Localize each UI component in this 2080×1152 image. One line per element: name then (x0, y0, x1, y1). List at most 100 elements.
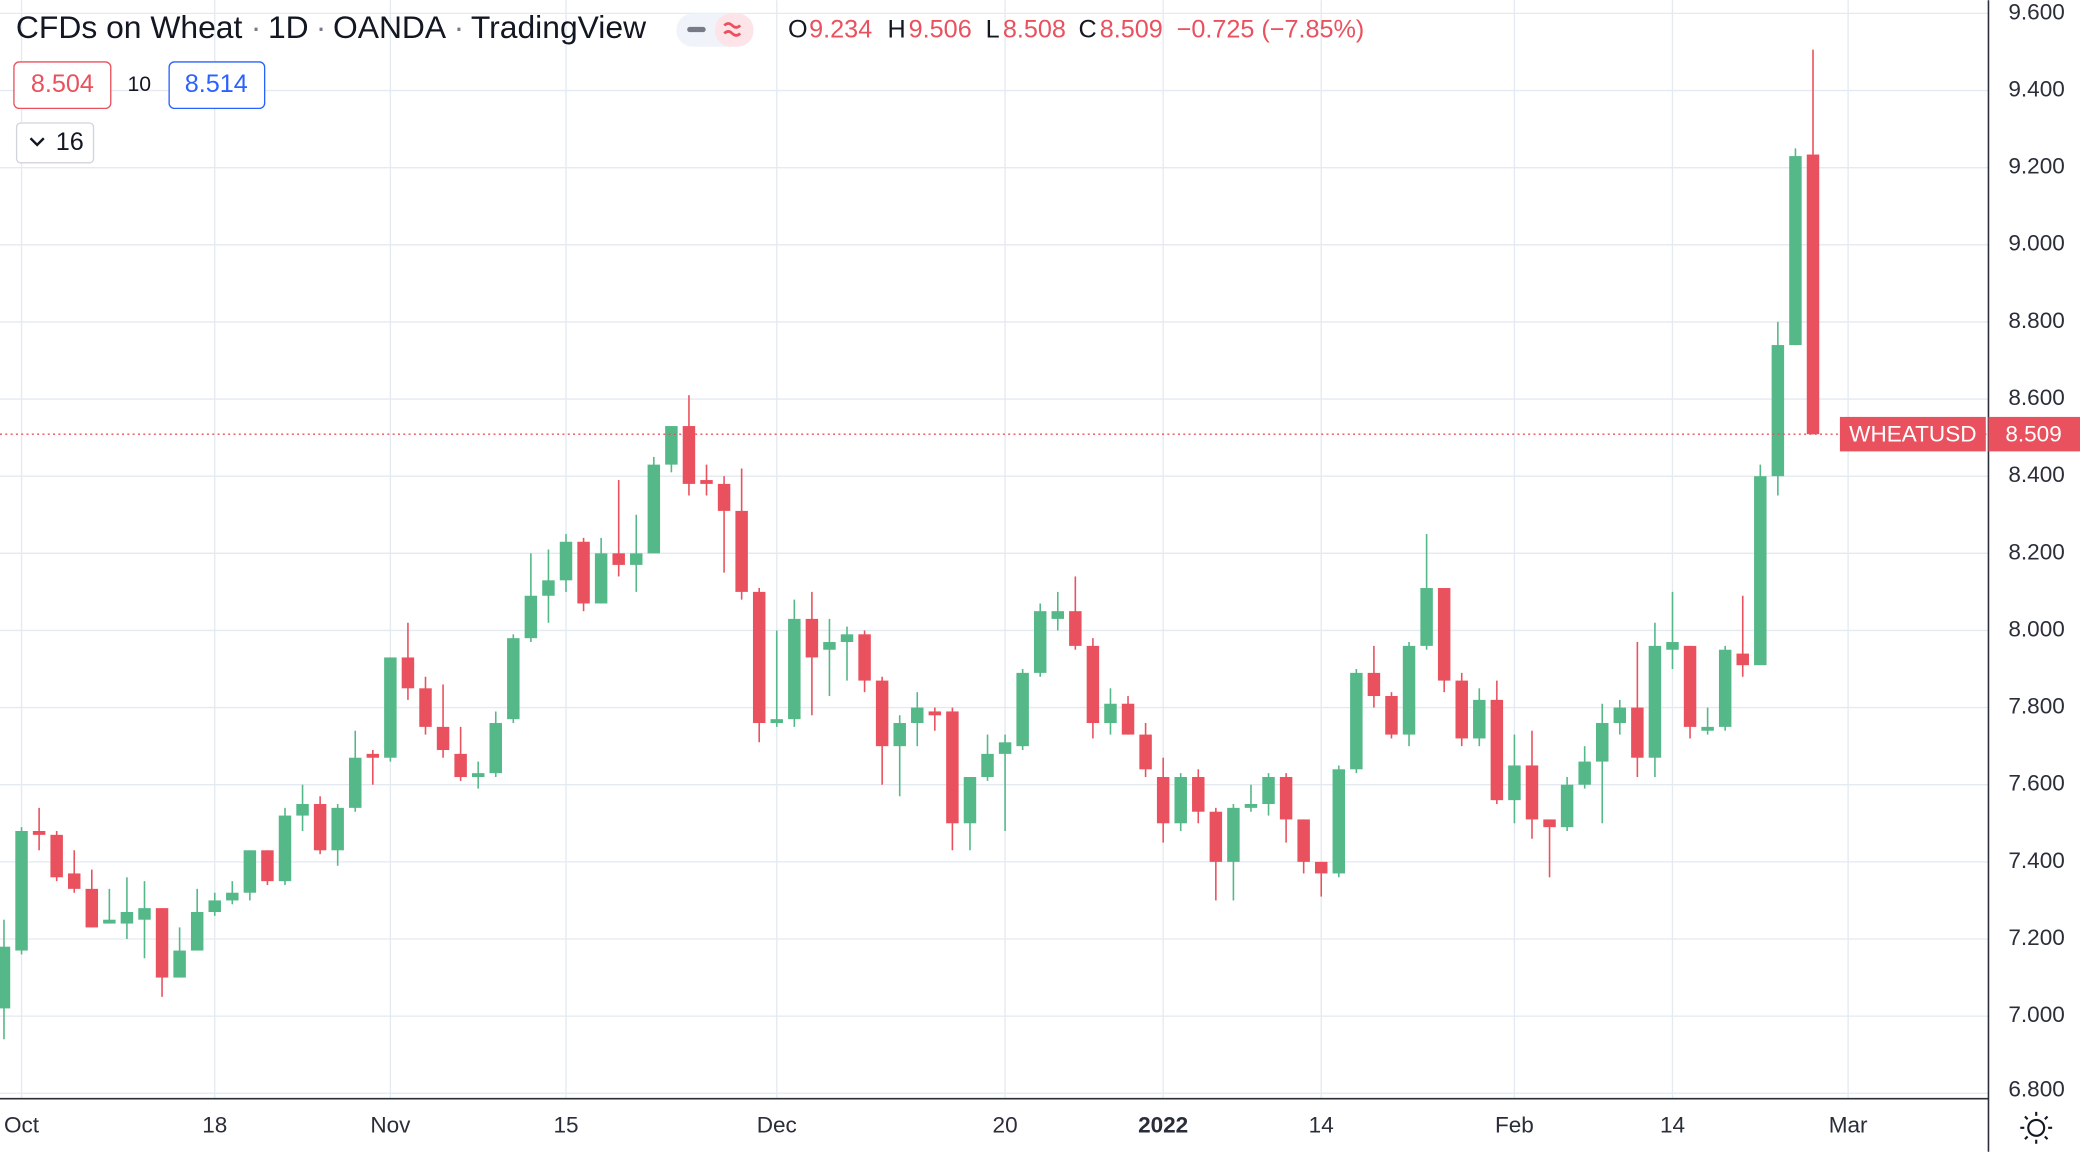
candle-body (50, 834, 63, 878)
candle-body (647, 464, 661, 554)
ohlc-legend: O 9.234 H 9.506 L 8.508 C 8.509 −0.725 (… (788, 15, 1364, 43)
candle-body (32, 831, 46, 835)
legend-toggle[interactable] (676, 13, 754, 47)
candle-body (278, 815, 292, 882)
candle-body (1069, 611, 1082, 646)
ohlc-key: O (788, 15, 808, 43)
candle-body (436, 726, 450, 751)
ohlc-value: 8.508 (1003, 15, 1066, 43)
candle-body (577, 541, 590, 604)
candle-body (1560, 784, 1574, 828)
exchange: OANDA (333, 9, 447, 45)
settings-icon[interactable] (2027, 1118, 2046, 1137)
candle-body (1227, 807, 1240, 862)
candle-body (542, 580, 555, 596)
candle-body (1244, 804, 1258, 808)
ohlc-key: H (887, 15, 905, 43)
buy-button[interactable] (168, 61, 266, 110)
candle-body (507, 638, 520, 720)
x-tick-label: 20 (993, 1112, 1018, 1137)
candle-body (454, 753, 467, 778)
y-tick-label: 8.600 (2008, 385, 2064, 410)
candle-body (1156, 777, 1170, 824)
settings-button[interactable] (2020, 1111, 2053, 1144)
candle-body (419, 688, 432, 727)
candle-body (1596, 723, 1609, 762)
candle-body (331, 807, 344, 851)
candle-body (1666, 642, 1679, 650)
candle-body (752, 591, 766, 724)
toggle-icon (687, 26, 706, 33)
y-tick-label: 6.800 (2008, 1077, 2064, 1102)
x-tick-label: 18 (202, 1112, 227, 1137)
bid-price[interactable]: 8.504 (31, 70, 94, 98)
candle-body (1086, 645, 1100, 724)
candle-body (665, 426, 678, 465)
candle-body (0, 946, 11, 1009)
candle-body (911, 707, 924, 724)
candle-body (700, 480, 713, 484)
candle-body (805, 618, 819, 658)
candle-body (1683, 645, 1697, 727)
candle-body (296, 804, 309, 816)
candle-body (1701, 726, 1714, 731)
candle-body (313, 804, 327, 851)
candle-body (524, 595, 538, 639)
ask-price[interactable]: 8.514 (185, 70, 248, 98)
candle-body (1297, 819, 1310, 862)
candle-body (770, 719, 783, 724)
ticker-tag (1839, 416, 1986, 452)
candle-body (1402, 645, 1416, 735)
indicator-count[interactable]: 16 (56, 128, 84, 156)
x-tick-label: Dec (757, 1112, 797, 1137)
toggle-active[interactable] (715, 13, 754, 47)
candle-body (1806, 154, 1820, 435)
candle-body (998, 742, 1012, 754)
price-tag-label: 8.509 (2005, 421, 2061, 446)
candle-body (67, 873, 81, 889)
indicators-toggle[interactable]: 16 (15, 122, 95, 164)
candle-body (1473, 699, 1486, 739)
candle-body (155, 908, 169, 978)
y-tick-label: 9.200 (2008, 154, 2064, 179)
indicators-button[interactable] (15, 122, 95, 164)
ohlc-key: C (1078, 15, 1096, 43)
trade-buttons: 8.504 10 8.514 (13, 61, 266, 110)
candle-body (928, 711, 942, 716)
candle-body (366, 753, 380, 758)
candle-body (1367, 672, 1381, 697)
candle-body (1631, 707, 1644, 758)
candle-body (1525, 765, 1539, 820)
y-tick-label: 7.600 (2008, 771, 2064, 796)
candle-body (1016, 672, 1029, 747)
symbol: CFDs on Wheat (16, 9, 243, 45)
legend-title: CFDs on Wheat · 1D · OANDA · TradingView (16, 9, 647, 45)
candle-body (1192, 777, 1205, 812)
candle-body (138, 908, 151, 920)
candle-body (489, 723, 502, 774)
candle-body (1455, 680, 1468, 739)
x-tick-label: 14 (1660, 1112, 1685, 1137)
candle-body (1104, 703, 1117, 724)
candle-body (612, 553, 625, 565)
last-price-tag: WHEATUSD 8.509 (1839, 416, 2080, 452)
interval: 1D (268, 9, 309, 45)
candle-body (893, 723, 906, 747)
candle-body (1279, 777, 1293, 820)
candle-body (1420, 588, 1433, 646)
separator: · (454, 9, 465, 45)
grid (0, 0, 1989, 1099)
y-tick-label: 9.000 (2008, 231, 2064, 256)
y-tick-label: 8.400 (2008, 462, 2064, 487)
ohlc-key: L (986, 15, 1000, 43)
sell-button[interactable] (13, 61, 112, 110)
axes: 6.800 7.000 7.200 7.400 7.600 7.800 8.000 8.200… (4, 0, 2065, 1137)
candle-body (1754, 476, 1767, 666)
candle-body (261, 850, 274, 882)
candle-body (1508, 765, 1521, 801)
ohlc-value: 8.509 (1100, 15, 1163, 43)
candle-body (1648, 645, 1662, 758)
candle-body (1350, 672, 1363, 770)
y-tick-label: 7.000 (2008, 1002, 2064, 1027)
